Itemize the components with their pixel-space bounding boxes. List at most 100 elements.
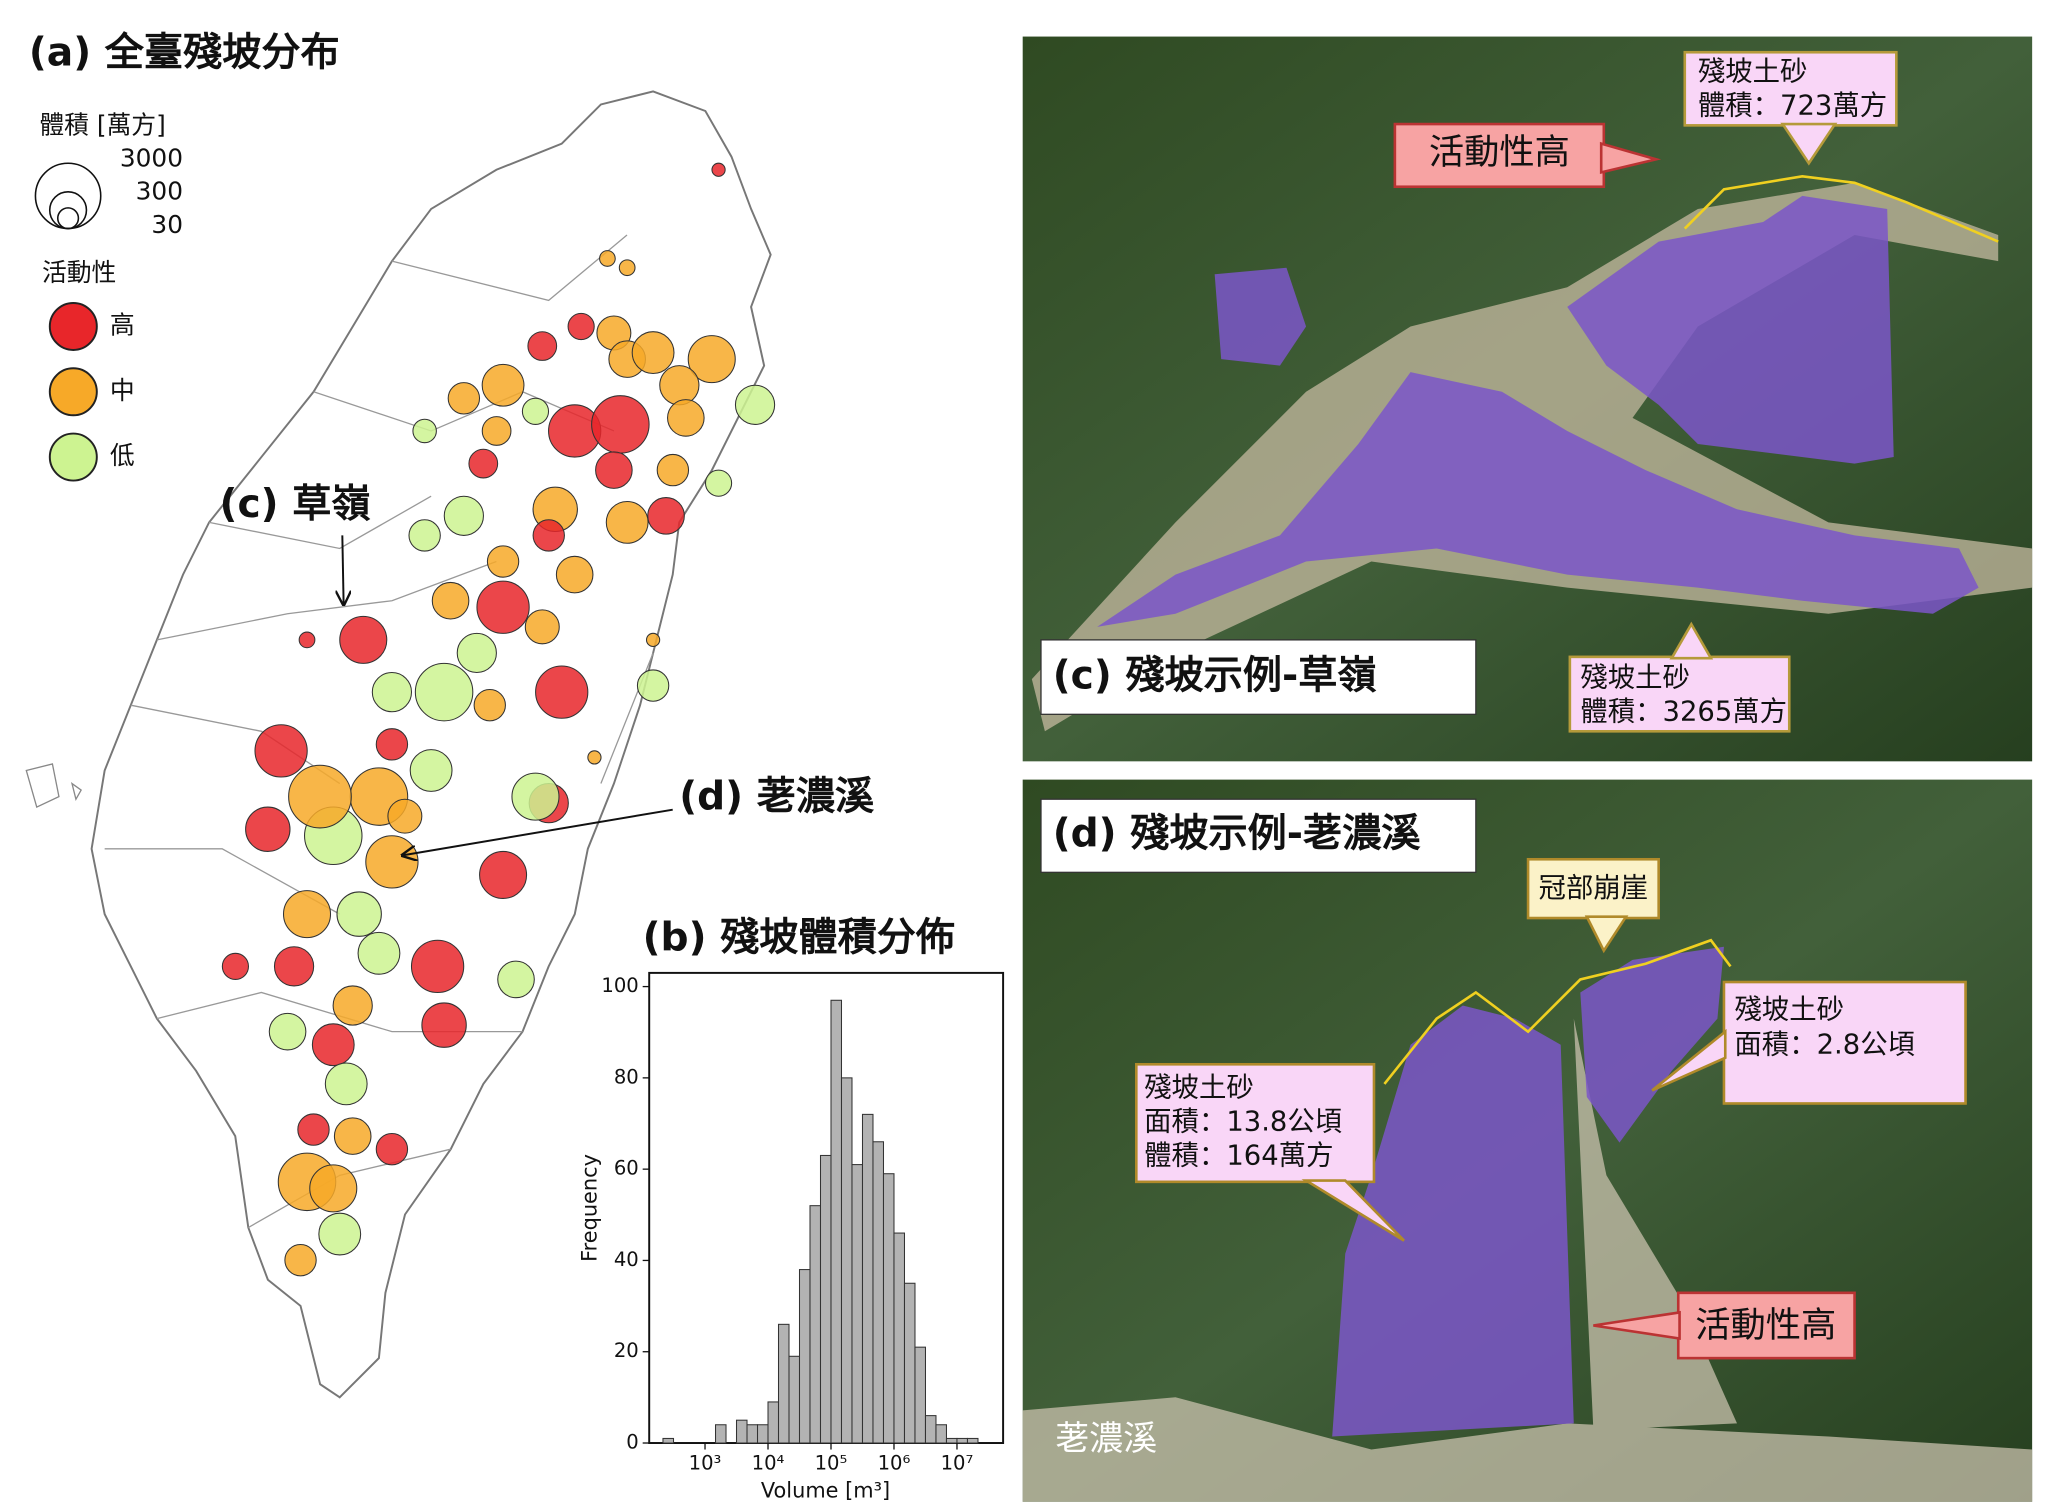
- bar: [861, 1113, 874, 1444]
- annotation-arrow: [342, 535, 343, 604]
- hist-title: (b) 殘坡體積分佈: [643, 916, 955, 961]
- callout-text: 面積：13.8公頃: [1144, 1107, 1342, 1138]
- landslide: [636, 669, 670, 702]
- activity-legend-swatch: [48, 301, 98, 351]
- landslide: [365, 835, 419, 889]
- landslide: [734, 384, 776, 425]
- landslide: [324, 1062, 368, 1106]
- landslide: [524, 609, 560, 645]
- y-tick-label: 60: [614, 1157, 639, 1180]
- activity-legend-title: 活動性: [42, 258, 116, 287]
- landslide: [282, 890, 332, 939]
- x-tick-label: 10⁴: [752, 1451, 785, 1474]
- landslide: [618, 259, 636, 277]
- bar: [924, 1415, 937, 1444]
- landslide: [332, 985, 373, 1026]
- landslide: [595, 451, 633, 489]
- landslide: [375, 728, 409, 761]
- activity-legend-label: 低: [110, 441, 135, 470]
- landslide: [254, 724, 308, 778]
- photo-label: (d) 殘坡示例-荖濃溪: [1053, 811, 1422, 856]
- bar: [777, 1323, 790, 1444]
- landslide: [284, 1243, 317, 1277]
- callout-text: 活動性高: [1429, 132, 1570, 173]
- landslide: [311, 1023, 355, 1067]
- bar: [840, 1077, 853, 1444]
- x-tick-label: 10³: [689, 1451, 722, 1474]
- activity-legend-label: 高: [110, 310, 135, 339]
- activity-legend-swatch: [48, 367, 98, 417]
- landslide: [567, 312, 595, 341]
- landslide: [412, 418, 437, 444]
- size-legend-circle: [56, 207, 80, 230]
- landslide: [297, 1113, 330, 1146]
- landslide: [447, 382, 481, 415]
- landslide: [486, 545, 520, 578]
- landslide: [273, 946, 315, 987]
- bar: [935, 1424, 947, 1444]
- landslide: [288, 764, 352, 829]
- y-tick-label: 80: [614, 1065, 639, 1088]
- bar: [735, 1419, 748, 1444]
- x-axis-label: Volume [m³]: [761, 1478, 890, 1502]
- size-legend-title: 體積 [萬方]: [39, 111, 165, 140]
- callout-text: 體積：164萬方: [1144, 1141, 1333, 1172]
- landslide: [468, 448, 499, 479]
- bar: [788, 1355, 801, 1444]
- landslide: [410, 939, 465, 994]
- landslide: [479, 850, 528, 899]
- activity-legend-swatch: [48, 432, 98, 482]
- bar: [851, 1164, 864, 1444]
- callout-text: 活動性高: [1695, 1305, 1836, 1346]
- landslide: [511, 772, 560, 821]
- bar: [966, 1437, 979, 1444]
- bar: [872, 1141, 885, 1444]
- landslide: [414, 662, 474, 722]
- map-title: (a) 全臺殘坡分布: [29, 30, 340, 75]
- size-legend-circle: [34, 162, 102, 230]
- landslide: [357, 931, 401, 975]
- landslide: [318, 1212, 362, 1256]
- place-label: 荖濃溪: [1055, 1419, 1157, 1459]
- landslide: [336, 891, 382, 937]
- landslide: [532, 519, 565, 552]
- bar: [903, 1282, 916, 1444]
- landslide: [375, 1132, 409, 1166]
- size-legend-label: 3000: [120, 143, 183, 172]
- landslide: [473, 688, 506, 722]
- bar: [945, 1437, 958, 1444]
- landslide: [647, 497, 685, 535]
- bar: [893, 1232, 906, 1444]
- landslide: [456, 632, 497, 674]
- landslide: [591, 395, 650, 454]
- histogram: 0 20 40 60 80 100 10³ 10⁴ 10⁵ 10⁶ 10⁷: [601, 974, 979, 1474]
- landslide: [656, 453, 690, 487]
- annotation-arrow: [402, 808, 673, 856]
- callout-text: 冠部崩崖: [1539, 873, 1649, 904]
- landslide: [309, 1164, 358, 1213]
- landslide: [333, 1117, 372, 1155]
- bar: [767, 1401, 780, 1444]
- photo-label: (c) 殘坡示例-草嶺: [1053, 653, 1377, 698]
- size-legend-label: 30: [151, 210, 183, 239]
- landslide: [221, 952, 250, 980]
- landslide: [339, 615, 388, 664]
- landslide: [245, 806, 291, 852]
- annotation: (d) 荖濃溪: [679, 775, 875, 820]
- landslide: [659, 365, 700, 406]
- x-tick-label: 10⁶: [878, 1451, 911, 1474]
- landslide: [371, 672, 413, 713]
- bar: [662, 1437, 675, 1444]
- landslide: [645, 632, 661, 648]
- bar: [914, 1346, 927, 1444]
- landslide: [298, 631, 316, 649]
- callout-text: 體積：3265萬方: [1580, 697, 1787, 728]
- landslide: [667, 399, 705, 437]
- landslide: [481, 416, 512, 446]
- bar: [756, 1424, 769, 1444]
- callout-text: 殘坡土砂: [1698, 57, 1808, 88]
- landslide: [535, 665, 589, 719]
- y-tick-label: 0: [626, 1431, 638, 1454]
- landslide: [605, 500, 649, 544]
- callout-text: 殘坡土砂: [1144, 1073, 1254, 1104]
